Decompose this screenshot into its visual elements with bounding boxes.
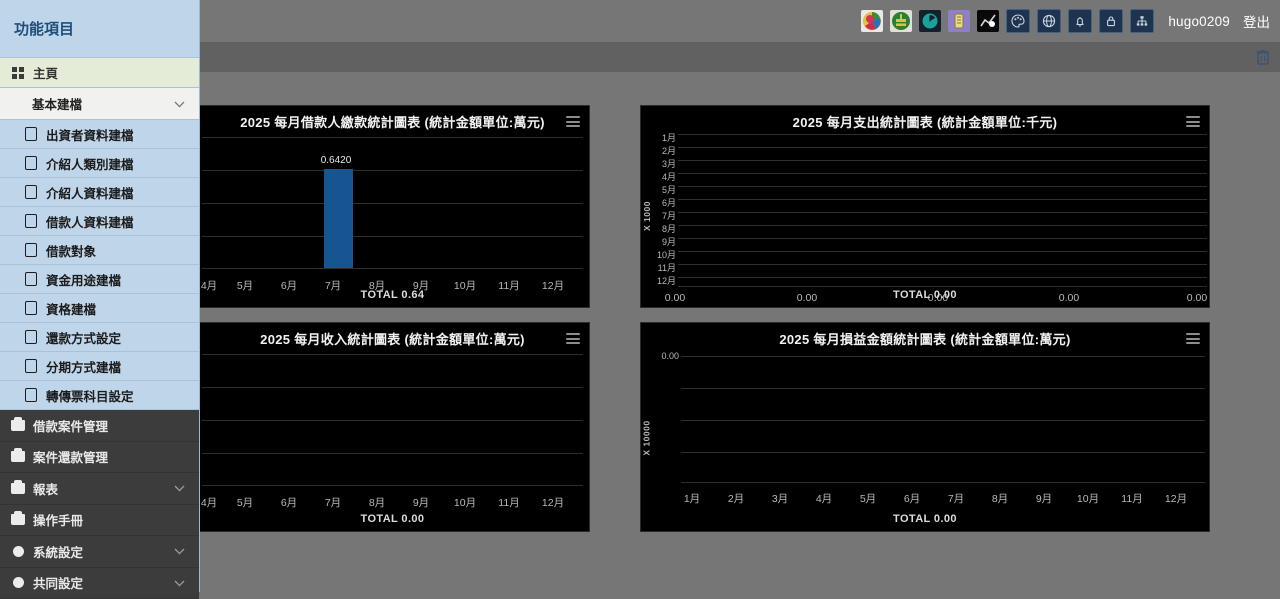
sidebar-title: 功能項目: [0, 0, 199, 58]
globe-icon[interactable]: [1037, 9, 1061, 33]
sidebar-item-label: 借款對象: [46, 241, 96, 260]
sidebar-item-label: 資格建檔: [46, 299, 96, 318]
document-icon: [22, 388, 40, 402]
chart-card-expense: 2025 每月支出統計圖表 (統計金額單位:千元) X 1000 1月 2月 3…: [640, 105, 1210, 308]
chart-card-income: 2025 每月收入統計圖表 (統計金額單位:萬元) 4月 5月 6月 7月 8月…: [195, 322, 590, 532]
chart-plot-expense: [678, 134, 1207, 286]
sidebar-item-label: 介紹人資料建檔: [46, 183, 134, 202]
clock-icon[interactable]: [919, 10, 941, 32]
palette-icon[interactable]: [1006, 9, 1030, 33]
folder-icon: [9, 420, 27, 431]
sidebar-item-repayment-method[interactable]: 還款方式設定: [0, 323, 199, 352]
document-icon: [22, 185, 40, 199]
sidebar-item-label: 共同設定: [33, 573, 83, 592]
chevron-down-icon: [174, 481, 185, 495]
chart-total-income: TOTAL 0.00: [196, 513, 589, 525]
sidebar-item-case-repayment-management[interactable]: 案件還款管理: [0, 442, 199, 474]
document-icon: [22, 156, 40, 170]
folder-icon: [9, 483, 27, 494]
sidebar-item-label: 分期方式建檔: [46, 357, 121, 376]
header-icon-tray: hugo0209 登出: [861, 0, 1280, 42]
sidebar-item-label: 案件還款管理: [33, 447, 108, 466]
sidebar-item-label: 借款案件管理: [33, 416, 108, 435]
hamburger-menu-icon[interactable]: [566, 116, 580, 127]
chart-bar-7月: [324, 169, 353, 268]
bar-value-label: 0.6420: [306, 155, 366, 166]
chart-title-expense: 2025 每月支出統計圖表 (統計金額單位:千元): [641, 112, 1209, 131]
sitemap-icon[interactable]: [1130, 9, 1154, 33]
grid-icon: [9, 67, 27, 79]
hamburger-menu-icon[interactable]: [1186, 333, 1200, 344]
document-icon: [22, 214, 40, 228]
document-icon: [22, 243, 40, 257]
sidebar-item-installment-method[interactable]: 分期方式建檔: [0, 352, 199, 381]
sidebar-item-label: 借款人資料建檔: [46, 212, 134, 231]
chart-title-repayment: 2025 每月借款人繳款統計圖表 (統計金額單位:萬元): [196, 112, 589, 131]
document-icon: [22, 330, 40, 344]
logout-button[interactable]: 登出: [1243, 11, 1270, 31]
sidebar-item-system-settings[interactable]: 系統設定: [0, 536, 199, 568]
sidebar-item-label: 還款方式設定: [46, 328, 121, 347]
sidebar-item-home[interactable]: 主頁: [0, 58, 199, 88]
sidebar-item-label: 操作手冊: [33, 510, 83, 529]
lock-icon[interactable]: [1099, 9, 1123, 33]
chart-title-income: 2025 每月收入統計圖表 (統計金額單位:萬元): [196, 329, 589, 348]
chevron-down-icon: [174, 576, 185, 590]
sidebar-group-label: 基本建檔: [32, 94, 82, 113]
document-icon: [22, 359, 40, 373]
chart-ytick-profitloss: 0.00: [649, 351, 679, 361]
sidebar-item-loan-case-management[interactable]: 借款案件管理: [0, 410, 199, 442]
sidebar-item-user-manual[interactable]: 操作手冊: [0, 505, 199, 537]
chart-title-profitloss: 2025 每月損益金額統計圖表 (統計金額單位:萬元): [641, 329, 1209, 348]
sidebar-item-borrower-data[interactable]: 借款人資料建檔: [0, 207, 199, 236]
chart-plot-profitloss: [681, 356, 1205, 483]
sidebar-item-label: 出資者資料建檔: [46, 125, 134, 144]
app-colorful-icon[interactable]: [861, 10, 883, 32]
sidebar-item-investor-data[interactable]: 出資者資料建檔: [0, 120, 199, 149]
username-label: hugo0209: [1168, 14, 1230, 29]
circle-icon: [9, 577, 27, 588]
hamburger-menu-icon[interactable]: [566, 333, 580, 344]
document-icon: [22, 272, 40, 286]
chart-image-icon[interactable]: [977, 10, 999, 32]
sidebar-item-loan-target[interactable]: 借款對象: [0, 236, 199, 265]
sidebar-group-basic-setup[interactable]: 基本建檔: [0, 88, 199, 120]
folder-icon: [9, 514, 27, 525]
sidebar-item-label: 主頁: [33, 63, 58, 82]
chart-card-profitloss: 2025 每月損益金額統計圖表 (統計金額單位:萬元) X 10000 0.00…: [640, 322, 1210, 532]
document-icon: [22, 301, 40, 315]
chart-total-profitloss: TOTAL 0.00: [641, 513, 1209, 525]
chart-total-expense: TOTAL 0.00: [641, 289, 1209, 301]
chevron-down-icon: [174, 544, 185, 558]
sidebar-item-label: 報表: [33, 479, 58, 498]
sidebar-item-label: 系統設定: [33, 542, 83, 561]
sidebar-item-label: 轉傳票科目設定: [46, 386, 134, 405]
sidebar: 功能項目 主頁 基本建檔 出資者資料建檔 介紹人類別建檔 介紹人資料建檔: [0, 0, 200, 592]
sidebar-item-fund-usage[interactable]: 資金用途建檔: [0, 265, 199, 294]
sidebar-item-label: 介紹人類別建檔: [46, 154, 134, 173]
sidebar-item-label: 資金用途建檔: [46, 270, 121, 289]
chart-yaxis-title-profitloss: X 10000: [642, 420, 652, 455]
sidebar-item-qualification[interactable]: 資格建檔: [0, 294, 199, 323]
chart-card-repayment: 2025 每月借款人繳款統計圖表 (統計金額單位:萬元) 0.6420 4月 5…: [195, 105, 590, 308]
folder-icon: [9, 451, 27, 462]
scroll-document-icon[interactable]: [948, 10, 970, 32]
trash-icon[interactable]: [1253, 47, 1273, 67]
chart-plot-income: [202, 354, 583, 486]
chart-plot-repayment: 0.6420: [202, 137, 583, 269]
circle-icon: [9, 546, 27, 557]
hamburger-menu-icon[interactable]: [1186, 116, 1200, 127]
sidebar-item-referrer-data[interactable]: 介紹人資料建檔: [0, 178, 199, 207]
chart-total-repayment: TOTAL 0.64: [196, 289, 589, 301]
sidebar-item-common-settings[interactable]: 共同設定: [0, 568, 199, 599]
bell-icon[interactable]: [1068, 9, 1092, 33]
sidebar-item-voucher-account[interactable]: 轉傳票科目設定: [0, 381, 199, 410]
sidebar-item-reports[interactable]: 報表: [0, 473, 199, 505]
app-green-icon[interactable]: [890, 10, 912, 32]
document-icon: [22, 127, 40, 141]
charts-board: 2025 每月借款人繳款統計圖表 (統計金額單位:萬元) 0.6420 4月 5…: [200, 105, 1280, 592]
chevron-down-icon: [174, 97, 185, 111]
sidebar-item-referrer-category[interactable]: 介紹人類別建檔: [0, 149, 199, 178]
